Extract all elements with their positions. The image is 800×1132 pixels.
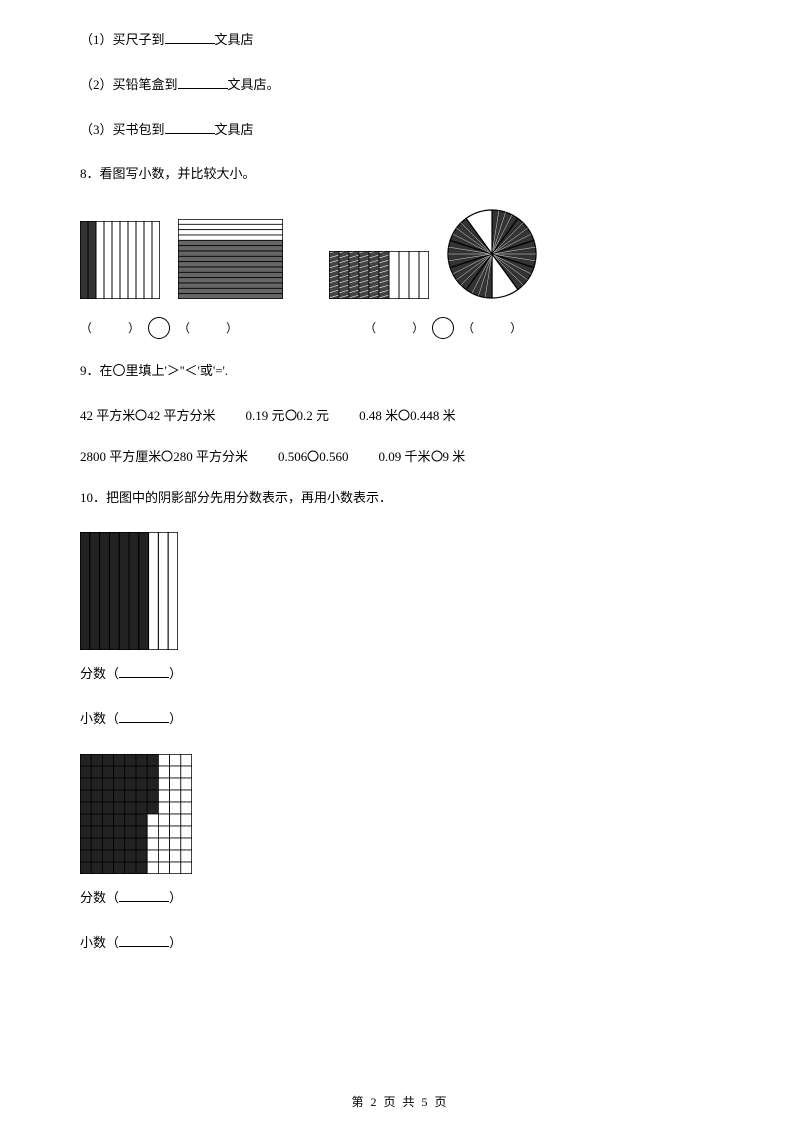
q9-item: 0.48 米0.448 米: [359, 406, 456, 427]
q10-frac2: 分数（ ）: [80, 888, 720, 909]
q7-2: （2）买铅笔盒到 文具店。: [80, 75, 720, 96]
paren-close: ）: [510, 319, 522, 338]
q7-3-suffix: 文具店: [215, 122, 254, 137]
q7-1-prefix: （1）买尺子到: [80, 32, 165, 47]
compare-circle[interactable]: [432, 317, 454, 339]
q7-3-prefix: （3）买书包到: [80, 122, 165, 137]
close: ）: [169, 666, 182, 681]
q8-fig1: [80, 221, 160, 299]
close: ）: [169, 711, 182, 726]
q7-3: （3）买书包到 文具店: [80, 120, 720, 141]
q9-row1: 42 平方米42 平方分米 0.19 元0.2 元 0.48 米0.448 米: [80, 406, 720, 427]
blank[interactable]: [119, 933, 169, 947]
paren-open: （: [178, 319, 190, 338]
decimal-label: 小数（: [80, 711, 119, 726]
q10-dec1: 小数（ ）: [80, 709, 720, 730]
q9-item: 0.5060.560: [278, 447, 349, 468]
q7-2-prefix: （2）买铅笔盒到: [80, 77, 178, 92]
paren-open: （: [80, 319, 92, 338]
close: ）: [169, 935, 182, 950]
q10-dec2: 小数（ ）: [80, 933, 720, 954]
q8-fig2: [178, 219, 283, 299]
fraction-label: 分数（: [80, 890, 119, 905]
paren-open: （: [462, 319, 474, 338]
blank[interactable]: [119, 664, 169, 678]
paren-close: ）: [226, 319, 238, 338]
blank[interactable]: [178, 75, 228, 89]
q9-item: 0.09 千米9 米: [379, 447, 466, 468]
q9-item: 2800 平方厘米280 平方分米: [80, 447, 248, 468]
page-footer: 第 2 页 共 5 页: [0, 1093, 800, 1112]
q10-fig2-wrap: [80, 754, 720, 874]
decimal-label: 小数（: [80, 935, 119, 950]
q8-figures: [80, 209, 720, 299]
q9-item: 0.19 元0.2 元: [246, 406, 330, 427]
q10-label: 10．把图中的阴影部分先用分数表示，再用小数表示．: [80, 488, 720, 509]
blank[interactable]: [165, 120, 215, 134]
blank[interactable]: [119, 709, 169, 723]
q8-answers: （ ） （ ） （ ） （ ）: [80, 317, 720, 339]
paren-close: ）: [412, 319, 424, 338]
paren-close: ）: [128, 319, 140, 338]
q9-row2: 2800 平方厘米280 平方分米 0.5060.560 0.09 千米9 米: [80, 447, 720, 468]
q7-2-suffix: 文具店。: [228, 77, 280, 92]
fraction-label: 分数（: [80, 666, 119, 681]
q9-item: 42 平方米42 平方分米: [80, 406, 216, 427]
q10-fig2: [80, 754, 192, 874]
compare-circle[interactable]: [148, 317, 170, 339]
q8-fig4: [447, 209, 537, 299]
q8-label: 8．看图写小数，并比较大小。: [80, 164, 720, 185]
q9-label: 9．在〇里填上'＞''＜'或'='.: [80, 361, 720, 382]
q7-1: （1）买尺子到 文具店: [80, 30, 720, 51]
q7-1-suffix: 文具店: [215, 32, 254, 47]
q10-fig1: [80, 532, 178, 650]
q8-fig3: [329, 251, 429, 299]
paren-open: （: [364, 319, 376, 338]
q10-frac1: 分数（ ）: [80, 664, 720, 685]
close: ）: [169, 890, 182, 905]
q10-fig1-wrap: [80, 532, 720, 650]
blank[interactable]: [165, 30, 215, 44]
blank[interactable]: [119, 888, 169, 902]
